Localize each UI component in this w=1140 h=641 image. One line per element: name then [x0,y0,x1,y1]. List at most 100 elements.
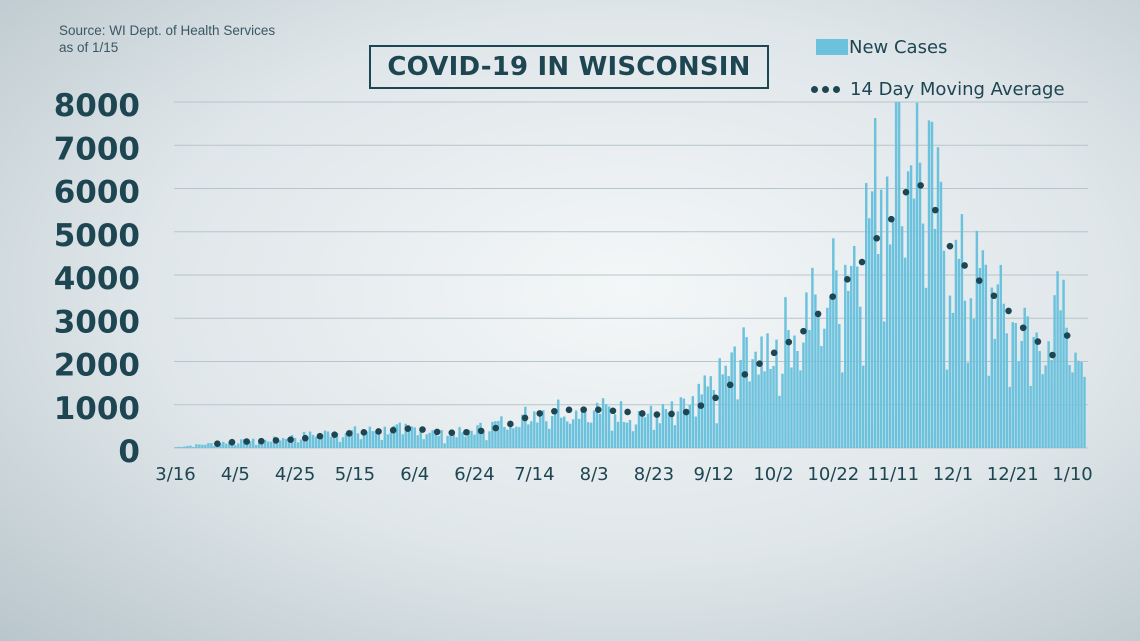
case-bar [703,375,706,448]
case-bar [401,434,404,448]
case-bar [365,431,369,448]
moving-average-dot [551,407,558,415]
moving-average-dot [697,402,705,409]
case-bar [592,410,596,448]
x-tick-label: 5/15 [335,464,375,485]
x-tick-label: 6/24 [454,464,494,485]
case-bar [536,422,539,448]
y-tick-label: 7000 [54,131,140,167]
case-bar [646,413,650,448]
case-bar [960,214,964,448]
case-bar [500,416,503,448]
case-bar [1044,365,1047,448]
case-bar [449,433,452,448]
case-bar [219,443,222,448]
case-bar [799,370,802,448]
case-bar [766,333,769,448]
case-bar [554,413,557,448]
moving-average-dot [800,327,807,335]
case-bar [682,398,686,448]
case-bar [326,431,330,448]
case-bar [915,102,919,449]
case-bar [811,267,814,448]
case-bar [440,429,443,448]
case-bar [1074,352,1077,448]
case-bar [718,358,721,448]
moving-average-dot [624,408,631,416]
case-bar [1083,376,1086,448]
case-bar [613,414,617,448]
case-bar [736,399,739,448]
moving-average-dot [741,371,749,378]
moving-average-dot [580,406,587,413]
moving-average-dot [756,360,763,367]
case-bar [189,445,192,448]
case-bar [945,369,949,448]
case-bar [533,411,536,448]
case-bar [368,426,372,448]
moving-average-dot [785,338,793,346]
case-bar [876,254,880,448]
case-bar [631,431,635,448]
case-bar [1029,385,1032,448]
case-bar [930,121,934,448]
case-bar [299,439,303,448]
case-bar [859,306,862,448]
case-bar [652,429,656,448]
case-bar [458,427,461,448]
moving-average-dot [844,276,851,283]
case-bar [601,398,605,448]
moving-average-dot [1063,332,1071,339]
case-bar [287,440,291,448]
case-bar [1077,360,1080,448]
case-bar [778,395,781,448]
y-tick-label: 8000 [54,88,140,124]
moving-average-dot [902,188,910,196]
case-bar [640,415,644,448]
case-bar [622,421,626,448]
case-bar [293,437,297,448]
case-bar [252,438,255,448]
y-tick-label: 5000 [54,218,140,254]
y-tick-label: 2000 [54,348,140,384]
case-bar [775,339,778,448]
y-tick-label: 1000 [54,391,140,427]
case-bar [658,423,662,448]
case-bar [610,430,614,448]
case-bar [1053,295,1056,448]
case-bar [174,447,177,448]
moving-average-dot [345,430,353,437]
case-bar [257,441,261,448]
case-bar [996,284,1000,448]
case-bar [939,181,943,448]
case-bar [473,434,476,448]
case-bar [455,437,458,448]
case-bar [760,336,763,448]
case-bar [246,442,249,448]
case-bar [721,374,724,448]
case-bar [1050,360,1053,448]
case-bar [1038,351,1041,448]
case-bar [1062,279,1065,448]
case-bar [826,307,829,448]
case-bar [416,435,419,448]
case-bar [266,441,270,448]
case-bar [1020,340,1023,448]
case-bar [305,437,309,448]
case-bar [670,401,674,448]
case-bar [434,430,437,448]
case-bar [521,414,524,448]
moving-average-dot [316,432,324,440]
moving-average-dot [1005,307,1012,315]
case-bar [374,431,378,448]
x-tick-label: 10/2 [753,464,793,485]
case-bar [320,434,324,448]
case-bar [314,436,318,448]
case-bar [978,268,982,448]
case-bar [542,410,545,448]
case-bar [891,217,895,448]
case-bar [856,266,859,448]
case-bar [577,418,581,448]
case-bar [864,183,868,448]
case-bar [817,311,820,448]
